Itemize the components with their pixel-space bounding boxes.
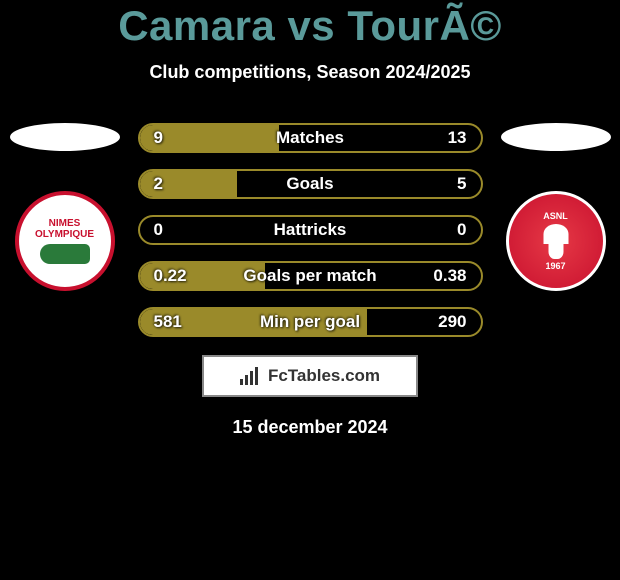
stat-right-value: 0.38	[433, 266, 466, 286]
stat-name: Hattricks	[274, 220, 347, 240]
thistle-icon	[538, 224, 573, 259]
stat-name: Matches	[276, 128, 344, 148]
club-name-left: NIMES OLYMPIQUE	[19, 218, 111, 240]
brand-box: FcTables.com	[202, 355, 418, 397]
stat-right-value: 5	[457, 174, 466, 194]
chart-icon	[240, 367, 262, 385]
stat-left-value: 2	[154, 174, 163, 194]
root-container: Camara vs TourÃ© Club competitions, Seas…	[0, 0, 620, 438]
right-column: ASNL 1967	[501, 123, 611, 291]
stat-right-value: 0	[457, 220, 466, 240]
stat-left-value: 9	[154, 128, 163, 148]
stat-left-value: 0	[154, 220, 163, 240]
player-ellipse-right	[501, 123, 611, 151]
player-ellipse-left	[10, 123, 120, 151]
stat-right-value: 13	[448, 128, 467, 148]
content-row: NIMES OLYMPIQUE 9 Matches 13 2 Goals 5 0…	[0, 123, 620, 337]
stat-name: Min per goal	[260, 312, 360, 332]
club-name-right: ASNL	[543, 212, 568, 221]
stat-row-matches: 9 Matches 13	[138, 123, 483, 153]
club-badge-left: NIMES OLYMPIQUE	[15, 191, 115, 291]
date-text: 15 december 2024	[0, 417, 620, 438]
stat-row-hattricks: 0 Hattricks 0	[138, 215, 483, 245]
stat-right-value: 290	[438, 312, 466, 332]
stat-row-min-per-goal: 581 Min per goal 290	[138, 307, 483, 337]
stat-row-goals-per-match: 0.22 Goals per match 0.38	[138, 261, 483, 291]
subtitle: Club competitions, Season 2024/2025	[0, 62, 620, 83]
stats-column: 9 Matches 13 2 Goals 5 0 Hattricks 0 0.2…	[138, 123, 483, 337]
club-year-right: 1967	[545, 262, 565, 271]
left-column: NIMES OLYMPIQUE	[10, 123, 120, 291]
stat-name: Goals	[286, 174, 333, 194]
stat-left-value: 581	[154, 312, 182, 332]
stat-row-goals: 2 Goals 5	[138, 169, 483, 199]
brand-text: FcTables.com	[268, 366, 380, 386]
stat-left-value: 0.22	[154, 266, 187, 286]
page-title: Camara vs TourÃ©	[0, 2, 620, 50]
club-badge-right: ASNL 1967	[506, 191, 606, 291]
crocodile-icon	[40, 244, 90, 264]
stat-name: Goals per match	[243, 266, 376, 286]
